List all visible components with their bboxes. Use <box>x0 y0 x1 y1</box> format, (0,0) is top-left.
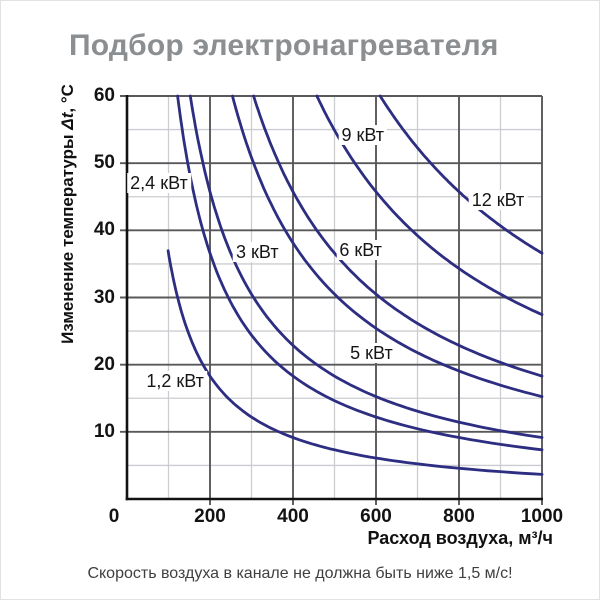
power-curve-1-2kw <box>166 249 544 476</box>
power-curve-3kw <box>188 94 544 439</box>
x-tick-label: 1000 <box>520 506 564 527</box>
delta-t-symbol: Δt <box>58 112 77 130</box>
x-axis-title: Расход воздуха, м³/ч <box>367 528 554 548</box>
y-tick-label: 40 <box>93 219 115 241</box>
power-curve-2-4kw <box>176 94 544 452</box>
power-curve-12kw <box>378 94 544 255</box>
footnote: Скорость воздуха в канале не должна быть… <box>87 565 513 582</box>
x-tick-label: 400 <box>277 506 309 527</box>
curve-label: 2,4 кВт <box>127 172 191 193</box>
x-tick-label: 600 <box>360 506 392 527</box>
power-curve-9kw <box>315 94 544 316</box>
curve-label: 6 кВт <box>336 239 385 260</box>
chart-title: Подбор электронагревателя <box>69 29 499 62</box>
power-curve-6kw <box>252 94 544 378</box>
x-tick-label: 800 <box>443 506 475 527</box>
curve-label: 5 кВт <box>347 343 396 364</box>
y-tick-label: 60 <box>93 85 115 106</box>
curve-label: 3 кВт <box>233 241 282 262</box>
power-curve-5kw <box>231 94 544 398</box>
curve-label: 1,2 кВт <box>143 370 207 391</box>
x-tick-label: 200 <box>194 506 226 527</box>
curve-label: 12 кВт <box>468 190 528 211</box>
y-tick-label: 20 <box>93 353 115 375</box>
y-tick-label: 50 <box>93 152 115 174</box>
curve-label: 9 кВт <box>338 124 387 145</box>
x-tick-label: 0 <box>108 506 120 527</box>
y-tick-label: 10 <box>93 420 115 442</box>
y-tick-label: 30 <box>93 286 115 308</box>
